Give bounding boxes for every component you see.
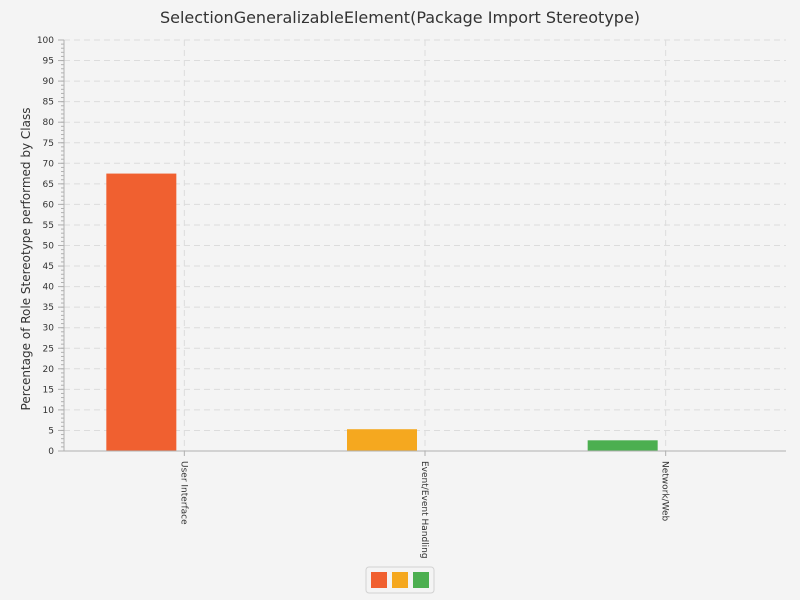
y-tick-label: 95 <box>43 57 54 67</box>
y-tick-label: 25 <box>43 344 54 354</box>
y-axis-label: Percentage of Role Stereotype performed … <box>19 108 33 411</box>
y-tick-label: 60 <box>43 200 55 210</box>
bar <box>587 440 658 451</box>
legend <box>365 566 435 594</box>
y-tick-label: 30 <box>43 324 55 334</box>
y-tick-label: 10 <box>43 406 55 416</box>
y-tick-label: 75 <box>43 139 54 149</box>
x-tick-label: User Interface <box>178 461 188 525</box>
bar <box>106 173 177 451</box>
y-tick-label: 45 <box>43 262 54 272</box>
grid <box>64 39 786 451</box>
axes: 0 5 10 15 20 25 30 35 40 45 50 55 60 65 70 75 80 85 90 95 10… <box>37 36 786 559</box>
y-tick-label: 90 <box>43 77 55 87</box>
y-tick-label: 5 <box>48 426 54 436</box>
y-tick-label: 35 <box>43 303 54 313</box>
x-tick-label: Network/Web <box>660 461 670 522</box>
y-tick-label: 80 <box>43 118 55 128</box>
y-tick-label: 15 <box>43 385 54 395</box>
y-tick-label: 0 <box>48 447 54 457</box>
y-tick-label: 55 <box>43 221 54 231</box>
bar <box>347 429 417 451</box>
y-tick-label: 100 <box>37 36 54 46</box>
bars <box>106 173 658 451</box>
y-tick-label: 70 <box>43 159 55 169</box>
y-tick-label: 50 <box>43 242 55 252</box>
y-tick-label: 65 <box>43 180 54 190</box>
y-tick-label: 20 <box>43 365 55 375</box>
legend-swatch <box>392 572 408 588</box>
x-tick-label: Event/Event Handling <box>419 461 429 559</box>
legend-swatch <box>371 572 387 588</box>
y-tick-label: 40 <box>43 283 55 293</box>
y-tick-label: 85 <box>43 98 54 108</box>
chart-title: SelectionGeneralizableElement(Package Im… <box>160 8 640 27</box>
legend-swatch <box>413 572 429 588</box>
